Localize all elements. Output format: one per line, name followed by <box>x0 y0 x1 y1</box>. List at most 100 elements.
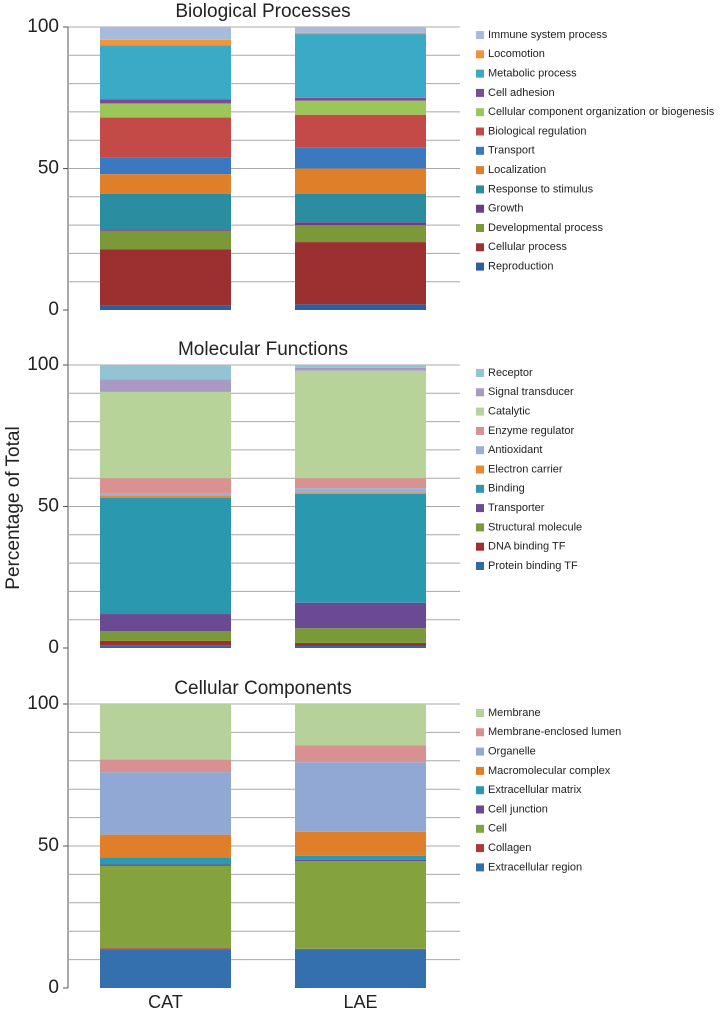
bar-segment <box>100 27 231 40</box>
bar-segment <box>295 628 426 643</box>
legend-label: Growth <box>488 203 523 215</box>
chart-title: Biological Processes <box>175 1 350 22</box>
bar-segment <box>100 857 231 865</box>
bar-segment <box>100 39 231 46</box>
legend-label: Binding <box>488 483 525 495</box>
bar-segment <box>100 45 231 100</box>
bar-segment <box>295 222 426 226</box>
bar-segment <box>295 370 426 479</box>
legend-swatch <box>476 504 484 513</box>
legend-label: Developmental process <box>488 222 603 234</box>
legend-label: Cell <box>488 823 507 835</box>
legend-swatch <box>476 127 484 136</box>
y-tick-label: 100 <box>27 693 59 714</box>
bar-segment <box>295 225 426 243</box>
legend-label: Extracellular region <box>488 861 582 873</box>
legend-label: Structural molecule <box>488 521 582 533</box>
legend-label: Receptor <box>488 367 533 379</box>
bar-segment <box>100 478 231 494</box>
legend-label: Cell junction <box>488 803 548 815</box>
legend-swatch <box>476 69 484 78</box>
bar-segment <box>100 640 231 646</box>
legend-swatch <box>476 407 484 416</box>
legend-label: Membrane <box>488 707 541 719</box>
legend-swatch <box>476 465 484 474</box>
legend-label: Signal transducer <box>488 386 574 398</box>
bar-segment <box>100 948 231 950</box>
legend-label: Cell adhesion <box>488 87 555 99</box>
bar-segment <box>295 367 426 371</box>
legend-label: Reproduction <box>488 261 553 273</box>
bar-segment <box>100 103 231 118</box>
bar-segment <box>295 493 426 603</box>
bar-segment <box>100 704 231 760</box>
x-tick-label: CAT <box>148 992 183 1012</box>
bar-segment <box>295 762 426 832</box>
legend-label: Immune system process <box>488 29 608 41</box>
bar-segment <box>100 229 231 231</box>
legend-swatch <box>476 844 484 853</box>
legend-label: Locomotion <box>488 48 545 60</box>
legend-label: Extracellular matrix <box>488 784 582 796</box>
bar-segment <box>100 498 231 615</box>
legend-label: Antioxidant <box>488 444 542 456</box>
bar-segment <box>100 174 231 194</box>
y-tick-label: 100 <box>27 16 59 37</box>
bar-segment <box>100 391 231 479</box>
y-tick-label: 50 <box>38 158 59 179</box>
chart-title: Molecular Functions <box>178 339 348 360</box>
legend-swatch <box>476 88 484 97</box>
bar-segment <box>295 478 426 489</box>
y-tick-label: 50 <box>38 496 59 517</box>
bar-segment <box>295 861 426 949</box>
legend-label: Macromolecular complex <box>488 765 611 777</box>
bar-segment <box>295 193 426 223</box>
bar-segment <box>100 379 231 392</box>
legend-label: Response to stimulus <box>488 183 594 195</box>
bar-segment <box>295 646 426 648</box>
legend-swatch <box>476 824 484 833</box>
bar-segment <box>295 242 426 305</box>
legend-swatch <box>476 542 484 551</box>
bar-segment <box>295 365 426 368</box>
legend-label: Enzyme regulator <box>488 425 575 437</box>
legend-swatch <box>476 709 484 717</box>
bar-segment <box>100 365 231 380</box>
bar-segment <box>295 34 426 98</box>
bar-segment <box>295 168 426 194</box>
bar-segment <box>100 772 231 835</box>
legend-swatch <box>476 108 484 117</box>
legend-swatch <box>476 224 484 232</box>
legend-label: Metabolic process <box>488 68 577 80</box>
legend-swatch <box>476 523 484 532</box>
legend-swatch <box>476 31 484 39</box>
legend-label: Transport <box>488 145 535 157</box>
bar-segment <box>295 745 426 763</box>
legend-label: Electron carrier <box>488 463 563 475</box>
bar-segment <box>100 495 231 499</box>
bar-segment <box>100 614 231 632</box>
legend-swatch <box>476 166 484 175</box>
legend-label: Localization <box>488 164 546 176</box>
y-tick-label: 0 <box>48 977 59 998</box>
bar-segment <box>100 493 231 496</box>
y-tick-label: 50 <box>38 835 59 856</box>
legend-swatch <box>476 50 484 59</box>
bar-segment <box>100 834 231 858</box>
bar-segment <box>295 97 426 101</box>
legend-swatch <box>476 747 484 756</box>
legend-swatch <box>476 369 484 377</box>
y-tick-label: 100 <box>27 354 59 375</box>
legend-label: Membrane-enclosed lumen <box>488 726 621 738</box>
legend-swatch <box>476 446 484 455</box>
bar-segment <box>100 645 231 648</box>
bar-segment <box>295 492 426 494</box>
bar-segment <box>100 864 231 866</box>
legend-label: DNA binding TF <box>488 541 566 553</box>
legend-label: Protein binding TF <box>488 560 578 572</box>
legend-label: Cellular component organization or bioge… <box>488 106 715 118</box>
bar-segment <box>100 249 231 306</box>
bar-segment <box>295 642 426 647</box>
legend-swatch <box>476 262 484 271</box>
bar-segment <box>295 100 426 115</box>
